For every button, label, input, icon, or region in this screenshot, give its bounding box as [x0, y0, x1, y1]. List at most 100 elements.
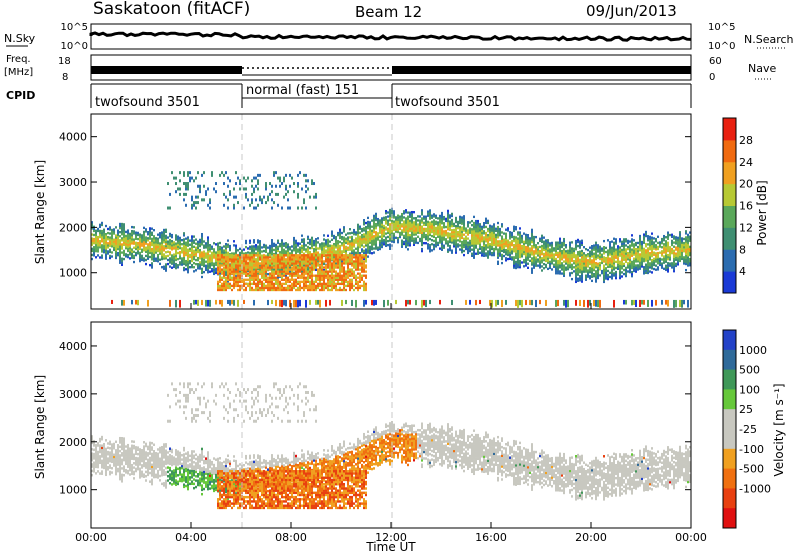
power-cell [275, 264, 277, 266]
power-cell [413, 217, 415, 219]
power-cell [103, 237, 105, 239]
power-cell [259, 279, 261, 281]
power-cell [431, 215, 433, 217]
power-cell [579, 300, 581, 306]
power-cell [361, 242, 363, 244]
power-cell [277, 204, 279, 207]
power-cell [479, 233, 481, 235]
power-cell [609, 243, 611, 245]
power-cell [265, 277, 267, 279]
power-cell [341, 258, 343, 260]
power-cell [263, 287, 265, 289]
power-cell [595, 252, 597, 254]
power-cell [149, 264, 151, 266]
power-cell [323, 275, 325, 277]
power-cell [315, 287, 317, 289]
power-cell [627, 248, 629, 250]
power-cell [285, 262, 287, 264]
power-cell [179, 257, 181, 259]
power-cell [509, 235, 511, 237]
power-cell [271, 256, 273, 258]
power-cell [477, 226, 479, 228]
power-cell [317, 241, 319, 243]
power-cell [509, 247, 511, 249]
power-cell [587, 269, 589, 271]
power-cell [613, 242, 615, 244]
power-cell [225, 283, 227, 285]
power-cell [511, 256, 513, 258]
power-cell [339, 266, 341, 268]
power-cell [159, 248, 161, 250]
power-cell [125, 245, 127, 247]
power-cell [531, 253, 533, 255]
power-cell [261, 287, 263, 289]
power-cell [349, 248, 351, 250]
power-cell [547, 268, 549, 270]
power-cell [561, 264, 563, 266]
power-cell [127, 236, 129, 238]
power-cell [345, 285, 347, 287]
power-cell [249, 266, 251, 268]
power-cell [199, 251, 201, 253]
power-cell [319, 281, 321, 283]
power-cell [291, 254, 293, 256]
power-cell [337, 242, 339, 244]
power-cell [167, 207, 169, 210]
power-cell [481, 226, 483, 228]
power-cell [189, 254, 191, 256]
power-cell [539, 266, 541, 268]
power-cell [373, 221, 375, 223]
power-cell [379, 232, 381, 234]
power-cell [491, 231, 493, 233]
power-cell [405, 300, 407, 306]
power-cell [579, 242, 581, 244]
power-cell [183, 244, 185, 246]
power-cell [559, 272, 561, 274]
power-cell [183, 255, 185, 257]
power-cell [473, 232, 475, 234]
power-cell [449, 245, 451, 247]
power-cell [481, 254, 483, 256]
power-cell [203, 246, 205, 248]
power-cell [483, 246, 485, 248]
power-cell [173, 260, 175, 262]
power-cell [307, 277, 309, 279]
power-cell [621, 267, 623, 269]
power-cell [311, 239, 313, 241]
power-cell [357, 266, 359, 268]
power-cell [157, 258, 159, 260]
power-cell [203, 251, 205, 253]
power-cell [599, 268, 601, 270]
power-cell [309, 254, 311, 256]
power-cell [455, 247, 457, 249]
power-cell [447, 210, 449, 212]
power-cell [627, 242, 629, 244]
power-cell [437, 242, 439, 244]
power-cell [337, 244, 339, 246]
power-cell [583, 268, 585, 270]
power-cell [223, 245, 225, 247]
power-cell [267, 246, 269, 248]
power-cell [627, 258, 629, 260]
power-cell [287, 266, 289, 268]
power-cell [331, 245, 333, 247]
power-cell [567, 264, 569, 266]
power-cell [603, 275, 605, 277]
power-cell [243, 268, 245, 270]
power-cell [171, 236, 173, 238]
power-cell [357, 268, 359, 270]
power-cell [253, 249, 255, 251]
power-cell [269, 256, 271, 258]
power-cell [365, 232, 367, 234]
power-cell [149, 237, 151, 239]
power-cell [365, 236, 367, 238]
power-cell [617, 268, 619, 270]
power-cell [297, 258, 299, 260]
power-cell [479, 223, 481, 225]
power-cell [613, 248, 615, 250]
power-cell [557, 270, 559, 272]
power-cell [519, 250, 521, 252]
power-cell [565, 246, 567, 248]
power-cell [95, 246, 97, 248]
power-cell [271, 287, 273, 289]
